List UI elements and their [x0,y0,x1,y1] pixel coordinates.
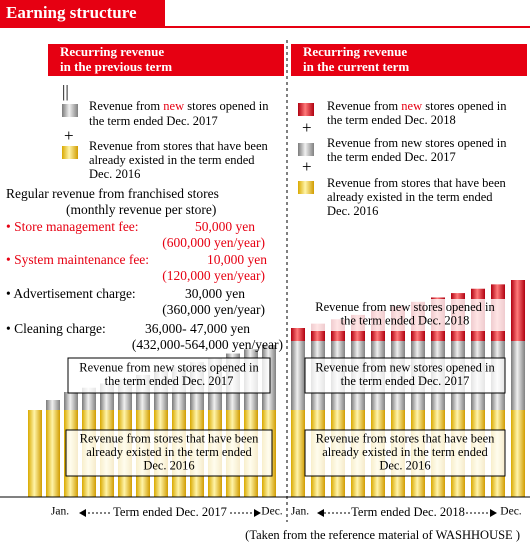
text-run: new [401,99,422,113]
legend-swatch [298,103,314,116]
legend-text: already existed in the term ended [327,190,493,204]
box-text: Revenue from new stores opened in [315,361,495,375]
legend-text: Revenue from stores that have been [327,176,507,190]
legend-swatch [62,104,78,117]
equals: || [62,82,69,101]
franchise-subtitle: (monthly revenue per store) [66,202,216,217]
text-run: new [163,99,184,113]
existing-bar [511,410,525,497]
title: Earning structure [6,3,137,22]
overlay-box [304,429,506,477]
plus: + [302,157,312,176]
title-bar [0,0,165,27]
heading-box [291,44,527,76]
overlay-box [304,357,506,394]
heading: in the previous term [60,59,172,74]
box-text: Revenue from new stores opened in [79,361,259,375]
text-run: stores opened in [422,99,507,113]
existing-bar [28,410,42,497]
box-text: the term ended Dec. 2018 [341,314,470,328]
fee-annual: (432,000-564,000 yen/year) [132,337,283,352]
axis-start: Jan. [51,506,69,518]
heading: in the current term [303,59,409,74]
legend-text: Dec. 2016 [327,204,378,218]
legend-text: Revenue from new stores opened in [89,99,269,113]
overlay-box [67,357,271,394]
box-text: the term ended Dec. 2017 [105,374,234,388]
legend-text: Dec. 2016 [89,167,140,181]
fee-annual: (120,000 yen/year) [162,268,265,283]
axis-term: Term ended Dec. 2017 [113,505,227,519]
fee-annual: (600,000 yen/year) [162,235,265,250]
heading: Recurring revenue [303,44,407,59]
fee-amount: 10,000 yen [207,252,267,267]
plus: + [302,118,312,137]
box-text: already existed in the term ended [322,445,488,459]
box-text: Revenue from stores that have been [80,431,260,445]
overlay-box [65,429,273,477]
legend-text: the term ended Dec. 2017 [89,114,218,128]
legend-text: Revenue from new stores opened in [327,136,507,150]
existing-bar [291,410,305,497]
text-run: stores opened in [184,99,269,113]
box-text: the term ended Dec. 2017 [341,374,470,388]
source-note: (Taken from the reference material of WA… [245,528,520,542]
axis-term: Term ended Dec. 2018 [351,505,465,519]
legend-swatch [298,181,314,194]
axis-start: Jan. [291,506,309,518]
text-run: the term ended Dec. 2017 [89,114,218,128]
title-rule [0,26,530,28]
fee-label: • Advertisement charge: [6,286,136,301]
heading-box [48,44,284,76]
overlay-box [305,299,505,331]
box-text: Dec. 2016 [379,458,430,472]
legend-swatch [298,143,314,156]
text-run: Revenue from [89,99,163,113]
plus: + [64,126,74,145]
fee-label: • Store management fee: [6,219,139,234]
fee-amount: 36,000- 47,000 yen [145,321,250,336]
legend-text: the term ended Dec. 2017 [327,150,456,164]
box-text: already existed in the term ended [86,445,252,459]
fee-amount: 50,000 yen [195,219,255,234]
fee-label: • Cleaning charge: [6,321,106,336]
legend-text: the term ended Dec. 2018 [327,113,456,127]
text-run: the term ended Dec. 2018 [327,113,456,127]
legend-text: already existed in the term ended [89,153,255,167]
legend-text: Revenue from stores that have been [89,139,269,153]
heading: Recurring revenue [60,44,164,59]
franchise-title: Regular revenue from franchised stores [6,186,219,201]
axis-end: Dec. [500,506,522,518]
fee-amount: 30,000 yen [185,286,245,301]
legend-swatch [62,146,78,159]
box-text: Revenue from stores that have been [316,431,496,445]
axis-end: Dec. [261,506,283,518]
fee-annual: (360,000 yen/year) [162,302,265,317]
fee-label: • System maintenance fee: [6,252,149,267]
existing-bar [46,410,60,497]
box-text: Dec. 2016 [143,458,194,472]
text-run: Revenue from [327,99,401,113]
box-text: Revenue from new stores opened in [315,300,495,314]
legend-text: Revenue from new stores opened in [327,99,507,113]
